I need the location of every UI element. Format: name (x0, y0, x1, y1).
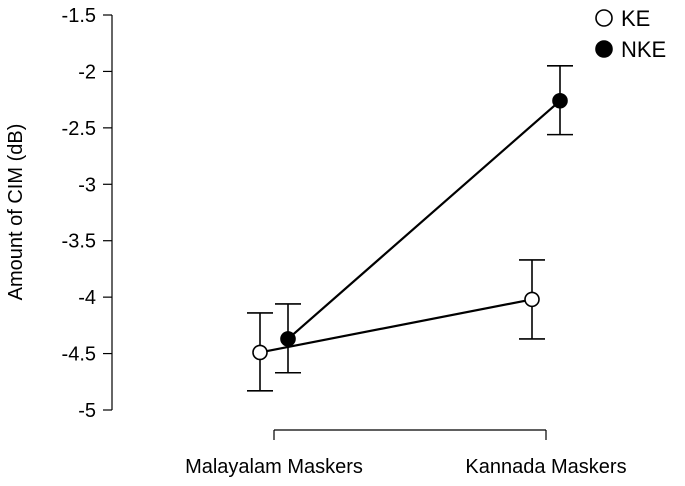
legend-label-nke: NKE (621, 37, 666, 62)
data-point-nke (552, 92, 568, 109)
x-tick-label: Malayalam Maskers (185, 456, 363, 478)
legend-label-ke: KE (621, 6, 650, 31)
y-tick-label: -3.5 (62, 231, 96, 253)
y-tick-label: -5 (78, 400, 96, 422)
y-tick-label: -3 (78, 174, 96, 196)
data-point-ke (524, 291, 540, 308)
series-line-ke (259, 298, 533, 354)
legend-marker-nke (595, 40, 613, 58)
y-tick-label: -1.5 (62, 5, 96, 27)
x-tick-label: Kannada Maskers (465, 456, 626, 478)
x-axis: Malayalam Maskers Kannada Maskers (185, 429, 627, 478)
y-axis-label: Amount of CIM (dB) (5, 124, 27, 301)
series-layer (247, 64, 573, 392)
data-point-nke (280, 331, 296, 347)
legend-marker-ke (595, 9, 613, 27)
y-axis: -1.5 -2 -2.5 -3 -3.5 -4 -4.5 -5 (62, 5, 113, 422)
legend: KE NKE (595, 6, 666, 62)
y-tick-label: -2.5 (62, 118, 96, 140)
y-tick-label: -4.5 (62, 344, 96, 366)
series-line-nke (287, 99, 561, 340)
y-tick-label: -2 (78, 61, 96, 83)
data-point-ke (252, 344, 268, 361)
y-tick-label: -4 (78, 287, 96, 309)
